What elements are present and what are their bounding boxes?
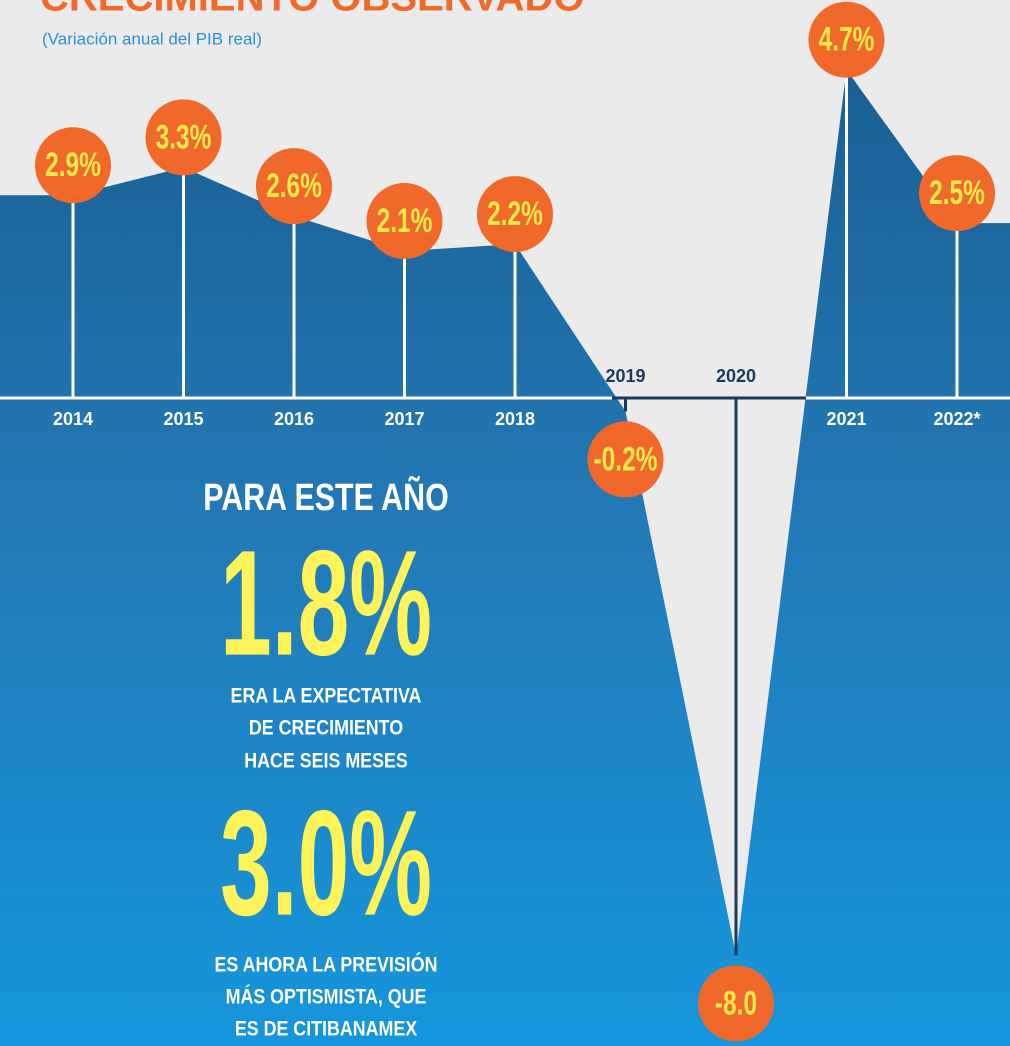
- annotation-line: ES DE CITIBANAMEX: [235, 1017, 417, 1041]
- chart: CRECIMIENTO OBSERVADO (Variación anual d…: [0, 0, 1010, 1046]
- chart-subtitle: (Variación anual del PIB real): [42, 29, 262, 48]
- value-label: -8.0: [715, 984, 757, 1022]
- annotation-line: MÁS OPTISMISTA, QUE: [226, 984, 427, 1009]
- x-tick-label: 2020: [716, 366, 756, 386]
- annotation-figure: 1.8%: [220, 520, 432, 687]
- value-label: 2.5%: [929, 174, 985, 212]
- x-tick-label: 2022*: [933, 409, 980, 429]
- value-label: 2.2%: [487, 195, 543, 233]
- value-label: -0.2%: [594, 441, 658, 479]
- x-tick-label: 2018: [495, 409, 535, 429]
- annotation-line: DE CRECIMIENTO: [249, 716, 403, 740]
- value-label: 2.6%: [266, 167, 322, 205]
- annotation-figure: 3.0%: [220, 780, 432, 947]
- x-tick-label: 2015: [163, 409, 203, 429]
- annotation-heading: PARA ESTE AÑO: [203, 476, 448, 519]
- value-label: 2.1%: [377, 202, 433, 240]
- x-tick-label: 2021: [826, 409, 866, 429]
- annotation-line: ERA LA EXPECTATIVA: [231, 684, 422, 708]
- x-tick-label: 2017: [384, 409, 424, 429]
- page: CRECIMIENTO OBSERVADO (Variación anual d…: [0, 0, 1010, 1046]
- chart-title: CRECIMIENTO OBSERVADO: [40, 0, 585, 20]
- value-label: 2.9%: [45, 146, 101, 184]
- x-tick-label: 2016: [274, 409, 314, 429]
- x-tick-label: 2019: [605, 366, 645, 386]
- value-label: 4.7%: [819, 21, 875, 59]
- annotation-line: HACE SEIS MESES: [244, 749, 408, 773]
- annotation-line: ES AHORA LA PREVISIÓN: [215, 951, 438, 977]
- value-label: 3.3%: [156, 119, 212, 157]
- x-tick-label: 2014: [53, 409, 93, 429]
